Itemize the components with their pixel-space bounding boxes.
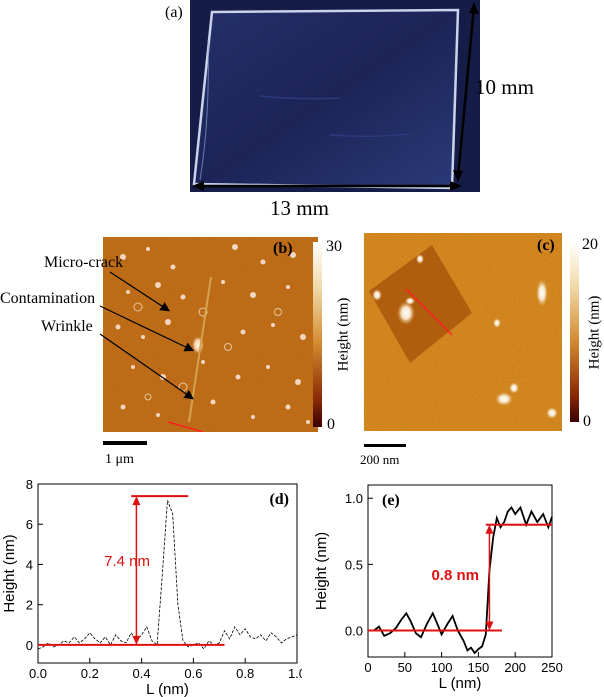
x-tick-label: 200 (504, 660, 526, 675)
arrow-wrinkle (99, 333, 194, 400)
scalebar-c (364, 444, 406, 447)
x-tick-label: 0.2 (81, 666, 99, 681)
dimension-arrow-height (453, 2, 479, 182)
y-tick-label: 0.5 (345, 557, 363, 572)
x-axis-label: L (nm) (439, 675, 482, 692)
annotation-wrinkle: Wrinkle (41, 318, 93, 335)
height-annotation: 7.4 nm (104, 553, 150, 570)
x-tick-label: 0.4 (133, 666, 151, 681)
y-tick-label: 8 (26, 477, 33, 492)
x-tick-label: 0.0 (29, 666, 47, 681)
arrow-micro-crack (109, 271, 171, 312)
colorbar-c-min: 0 (583, 413, 591, 430)
colorbar-b-min: 0 (327, 416, 335, 433)
panel-b-afm-image (103, 237, 318, 432)
y-axis-label: Height (nm) (313, 532, 330, 610)
panel-b-label: (b) (273, 240, 293, 257)
colorbar-c-label: Height (nm) (586, 295, 603, 370)
chart-d: 0.0 0.2 0.4 0.6 0.8 1.0 0 2 4 6 8 L (nm) Height (nm)… (1, 477, 302, 697)
y-tick-label: 1.0 (345, 491, 363, 506)
sample-crack (329, 133, 411, 138)
afm-rings (133, 302, 282, 401)
sample-crack (259, 95, 341, 100)
x-tick-label: 100 (431, 660, 453, 675)
y-tick-label: 0.0 (345, 624, 363, 639)
x-tick-label: 0.8 (236, 666, 254, 681)
y-tick-label: 6 (26, 517, 33, 532)
plot-frame (367, 484, 553, 658)
y-tick-label: 2 (26, 598, 33, 613)
x-tick-label: 0.6 (184, 666, 202, 681)
annotation-contamination: Contamination (0, 290, 96, 307)
x-tick-label: 1.0 (288, 666, 302, 681)
colorbar-b-label: Height (nm) (335, 297, 352, 372)
scalebar-b (103, 441, 147, 445)
dimension-label-height: 10 mm (475, 75, 534, 99)
panel-label: (e) (382, 492, 400, 509)
arrow-contamination (99, 305, 195, 352)
x-tick-label: 150 (468, 660, 490, 675)
afm-profile-line (405, 288, 453, 336)
y-tick-label: 4 (26, 557, 33, 572)
annotation-micro-crack: Micro-crack (44, 254, 124, 271)
panel-c-label: (c) (537, 237, 555, 254)
x-tick-label: 250 (541, 660, 563, 675)
panel-a-photo (190, 0, 480, 192)
height-arrow-head (485, 621, 494, 631)
height-arrow-head (485, 524, 494, 534)
panel-a-label: (a) (165, 4, 183, 21)
height-arrow-head (132, 496, 141, 506)
afm-particles (115, 244, 310, 424)
dimension-label-width: 13 mm (270, 196, 329, 220)
panel-c-afm-image (364, 233, 562, 431)
scalebar-b-label: 1 μm (105, 452, 134, 467)
colorbar-b-max: 30 (326, 238, 342, 255)
x-tick-label: 50 (398, 660, 412, 675)
colorbar-c (570, 242, 579, 422)
height-arrow-head (132, 635, 141, 645)
panel-label: (d) (269, 491, 289, 508)
colorbar-c-max: 20 (582, 236, 598, 253)
colorbar-b (313, 242, 322, 427)
y-tick-label: 0 (26, 638, 33, 653)
chart-e: 0 50 100 150 200 250 0.0 0.5 1.0 L (nm) Height (nm… (313, 484, 563, 692)
plot-frame (37, 483, 298, 664)
series-line (368, 505, 553, 655)
x-tick-label: 0 (364, 660, 371, 675)
x-axis-label: L (nm) (146, 681, 189, 697)
afm-profile-line (167, 421, 204, 432)
scalebar-c-label: 200 nm (360, 452, 400, 467)
dimension-arrow-width (192, 181, 462, 191)
sample-highlight (199, 39, 209, 181)
height-annotation: 0.8 nm (431, 567, 479, 584)
series-line (37, 499, 298, 650)
y-axis-label: Height (nm) (1, 534, 18, 612)
